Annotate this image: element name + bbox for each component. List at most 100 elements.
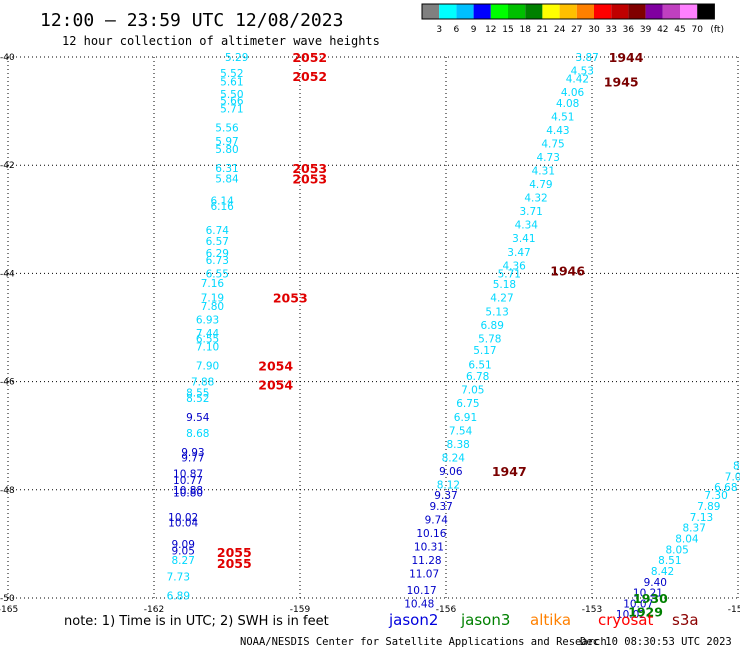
color-swatch	[576, 4, 594, 19]
wave-height-value: 5.97	[215, 136, 238, 148]
color-swatch	[697, 4, 715, 19]
wave-height-value: 5.50	[220, 89, 243, 101]
color-swatch	[473, 4, 491, 19]
wave-height-value: 3.87	[575, 52, 598, 64]
pass-time-label: 2054	[258, 377, 293, 392]
wave-height-value: 7.44	[196, 328, 220, 340]
wave-height-value: 7.54	[449, 425, 473, 437]
wave-height-value: 9.40	[644, 577, 667, 589]
x-tick-label: -153	[582, 605, 602, 615]
wave-height-value: 8.51	[658, 555, 681, 567]
y-tick-label: -50	[0, 594, 15, 604]
wave-height-value: 7.88	[191, 377, 214, 389]
x-tick-label: -162	[144, 605, 164, 615]
color-swatch	[645, 4, 663, 19]
wave-height-value: 7.19	[201, 293, 224, 305]
wave-height-value: 5.71	[498, 268, 521, 280]
wave-height-value: 6.55	[206, 268, 229, 280]
wave-height-value: 4.75	[541, 139, 564, 151]
grid-lines	[7, 56, 739, 599]
x-tick-label: -165	[0, 605, 18, 615]
color-swatch	[439, 4, 457, 19]
wave-height-value: 7.73	[167, 571, 190, 583]
color-swatch	[542, 4, 560, 19]
footer-credit: NOAA/NESDIS Center for Satellite Applica…	[240, 636, 607, 648]
color-swatch	[525, 4, 543, 19]
wave-height-value: 5.18	[493, 279, 516, 291]
wave-height-value: 5.17	[473, 345, 496, 357]
wave-height-value: 4.34	[515, 220, 539, 232]
wave-height-value: 10.77	[173, 475, 203, 487]
wave-height-value: 10.07	[623, 598, 653, 610]
wave-height-value: 9.74	[425, 515, 449, 527]
wave-height-value: 8.24	[442, 452, 466, 464]
wave-height-value: 8.38	[446, 439, 469, 451]
wave-height-value: 6.31	[215, 163, 238, 175]
color-scale-label: 6	[454, 25, 460, 35]
wave-height-value: 4.79	[529, 179, 552, 191]
color-scale-label: 42	[657, 25, 668, 35]
wave-height-value: 6.14	[210, 195, 234, 207]
wave-height-value: 6.89	[481, 320, 504, 332]
wave-height-value: 5.52	[220, 68, 243, 80]
wave-height-value: 6.89	[167, 590, 190, 602]
wave-height-value: 6.91	[454, 412, 477, 424]
wave-height-value: 7.30	[704, 490, 727, 502]
wave-height-value: 4.36	[502, 260, 526, 272]
wave-height-value: 3.41	[512, 233, 535, 245]
color-swatch	[456, 4, 474, 19]
wave-height-value: 6.16	[210, 201, 234, 213]
color-scale-label: 21	[537, 25, 548, 35]
wave-height-value: 5.78	[478, 333, 501, 345]
wave-height-value: 11.28	[412, 555, 442, 567]
color-scale-label: 39	[640, 25, 652, 35]
satellite-legend: jason2 jason3 altika cryosat s3a	[388, 611, 699, 629]
color-scale-label: 30	[588, 25, 600, 35]
wave-height-value: 10.17	[407, 585, 437, 597]
wave-height-value: 8.04	[675, 533, 699, 545]
pass-time-label: 2053	[292, 161, 327, 176]
color-scale-label: 27	[571, 25, 582, 35]
color-swatch	[662, 4, 680, 19]
wave-height-value: 10.87	[173, 469, 203, 481]
wave-height-value: 11.07	[409, 569, 439, 581]
x-tick-label: -150	[728, 605, 740, 615]
wave-height-value: 5.13	[485, 306, 508, 318]
wave-height-points: 5.295.525.615.505.665.715.565.975.806.31…	[167, 52, 740, 621]
wave-height-value: 10.02	[616, 609, 646, 621]
color-scale-label: 70	[691, 25, 703, 35]
wave-height-value: 7.89	[697, 501, 720, 513]
color-swatch	[680, 4, 698, 19]
wave-height-value: 5.66	[220, 95, 244, 107]
wave-height-value: 8.42	[651, 566, 674, 578]
color-scale-label: 15	[502, 25, 513, 35]
wave-height-value: 6.51	[468, 359, 491, 371]
wave-height-value: 4.43	[546, 125, 569, 137]
wave-height-value: 5.84	[215, 174, 239, 186]
y-tick-label: -46	[0, 378, 15, 388]
pass-time-label: 1930	[633, 591, 668, 606]
wave-height-value: 4.73	[537, 152, 560, 164]
wave-height-value: 9.54	[186, 412, 210, 424]
color-swatch	[628, 4, 646, 19]
wave-height-value: 10.31	[414, 542, 444, 554]
color-swatch	[422, 4, 440, 19]
wave-height-value: 7.05	[461, 385, 484, 397]
color-scale-label: 24	[554, 25, 566, 35]
wave-height-value: 4.51	[551, 112, 574, 124]
y-tick-label: -42	[0, 161, 15, 171]
wave-height-value: 8.05	[665, 544, 688, 556]
wave-height-value: 6.55	[196, 333, 219, 345]
color-scale-label: 33	[605, 25, 616, 35]
satellite-legend-item: cryosat	[598, 611, 653, 629]
wave-height-value: 10.88	[173, 485, 203, 497]
y-tick-label: -44	[0, 269, 15, 279]
color-swatch	[594, 4, 612, 19]
pass-time-label: 2052	[292, 69, 327, 84]
wave-height-value: 7.16	[201, 278, 225, 290]
y-tick-label: -48	[0, 486, 15, 496]
wave-height-value: 8.68	[186, 428, 209, 440]
wave-height-value: 8.27	[172, 555, 195, 567]
pass-time-label: 1945	[604, 74, 639, 89]
